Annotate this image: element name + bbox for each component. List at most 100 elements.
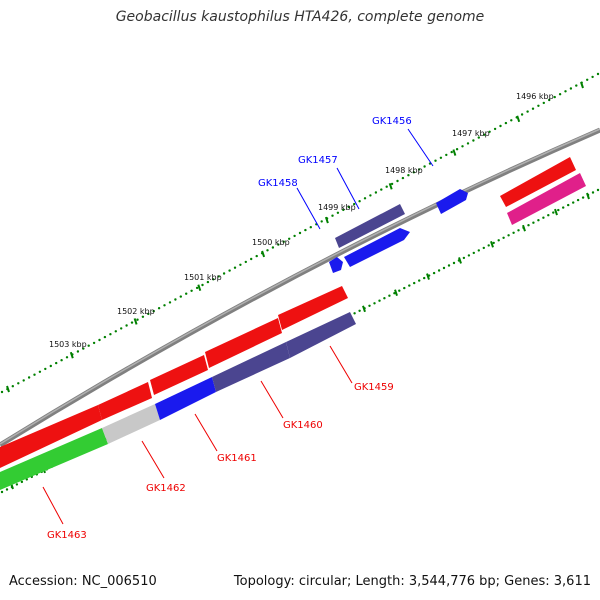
outer-ruler-dot [358,200,361,203]
inner-ruler-tick [394,289,398,297]
feature-gk1460[interactable] [212,342,290,392]
outer-ruler-dot [586,78,589,82]
outer-ruler-dot [336,211,340,214]
outer-ruler-dot [190,289,193,292]
inner-ruler-dot [591,191,595,194]
inner-ruler-dot [413,281,416,285]
outer-ruler-tick [324,216,329,224]
outer-ruler-dot [564,90,567,93]
outer-ruler-dot [569,87,573,90]
inner-ruler-dot [537,219,540,222]
feature-gk1457-lower[interactable] [344,228,410,267]
outer-ruler-dot [596,72,600,76]
outer-ruler-dot [385,185,388,188]
inner-ruler-dot [442,266,446,270]
outer-ruler-dot [277,243,280,246]
outer-ruler-dot [239,263,242,266]
outer-ruler-dot [331,214,334,217]
outer-ruler-dot [434,159,437,162]
outer-ruler-tick [197,284,202,292]
outer-ruler-dot [206,280,210,284]
outer-ruler-dot [125,324,128,327]
feature-gk1458[interactable] [329,257,343,273]
feature-red-right[interactable] [500,157,576,207]
feature-gk1457-upper[interactable] [335,204,405,248]
outer-ruler-dot [179,295,182,298]
inner-ruler-dot [353,312,356,315]
inner-ruler-dot [5,488,9,491]
ruler-label-1499: 1499 kbp [318,203,356,212]
outer-ruler-dot [185,292,188,295]
gene-label-gk1461[interactable]: GK1461 [217,453,257,464]
gene-label-gk1457[interactable]: GK1457 [298,155,338,166]
outer-ruler-dot [152,309,155,313]
outer-ruler-dot [488,130,491,133]
inner-ruler-dot [557,208,560,212]
outer-ruler-dot [418,168,421,171]
inner-ruler-dot [0,490,4,494]
inner-ruler-dot [432,271,436,275]
outer-ruler-dot [114,330,118,333]
feature-gk1456[interactable] [436,189,468,214]
feature-pink-right[interactable] [507,173,586,225]
feature-red-track-3[interactable] [150,355,208,395]
leader-gk1457 [336,167,360,210]
inner-ruler-dot [507,234,510,237]
inner-ruler-dot [547,214,550,217]
outer-ruler-dot [17,382,20,385]
inner-ruler-dot [368,304,371,307]
feature-red-track-2[interactable] [98,382,152,420]
accession-text: Accession: NC_006510 [9,574,157,589]
inner-ruler-tick [554,208,558,216]
feature-gk1461[interactable] [155,377,216,420]
outer-ruler-dot [76,350,80,353]
inner-ruler-dot [527,224,530,227]
outer-ruler-dot [92,341,96,345]
outer-ruler-tick [6,385,10,393]
inner-ruler-dot [378,299,381,302]
outer-ruler-tick [261,250,266,258]
outer-ruler-dot [282,240,285,243]
outer-ruler-dot [548,98,551,102]
inner-ruler-dot [358,309,361,312]
feature-gk1459[interactable] [286,312,356,358]
outer-ruler-dot [553,95,556,99]
outer-ruler-dot [233,266,237,269]
inner-ruler-dot [482,246,485,250]
inner-ruler-dot [532,221,535,224]
outer-ruler-dot [483,133,486,136]
feature-red-track-4[interactable] [205,318,282,368]
gene-label-gk1456[interactable]: GK1456 [372,116,412,127]
gene-label-gk1460[interactable]: GK1460 [283,420,323,431]
feature-red-track-1[interactable] [0,405,102,468]
outer-ruler-dot [320,220,323,223]
outer-ruler-dot [120,327,123,330]
genome-backbone-highlight [0,128,600,445]
feature-red-track-5[interactable] [278,286,348,330]
outer-ruler-dot [109,333,112,336]
outer-ruler-dot [380,188,383,191]
outer-ruler-dot [369,194,372,197]
outer-ruler-dot [455,148,459,151]
gene-label-gk1463[interactable]: GK1463 [47,530,87,541]
inner-ruler-dot [567,203,570,207]
outer-ruler-dot [499,124,502,128]
gene-label-gk1459[interactable]: GK1459 [354,382,394,393]
outer-ruler-dot [423,165,426,168]
gene-label-gk1458[interactable]: GK1458 [258,178,298,189]
inner-ruler-dot [373,302,376,305]
inner-ruler-dot [418,279,421,282]
feature-gk1462[interactable] [102,404,160,444]
ruler-label-1502: 1502 kbp [117,307,155,316]
inner-ruler-dot [581,196,585,199]
gene-label-gk1462[interactable]: GK1462 [146,483,186,494]
outer-ruler-dot [244,260,247,264]
outer-ruler-dot [342,208,345,212]
outer-ruler-dot [412,171,415,174]
feature-gk1463[interactable] [0,428,108,490]
inner-ruler-dot [596,188,600,192]
inner-ruler-tick [458,257,462,264]
outer-ruler-dot [591,75,594,79]
outer-ruler-dot [49,364,52,368]
